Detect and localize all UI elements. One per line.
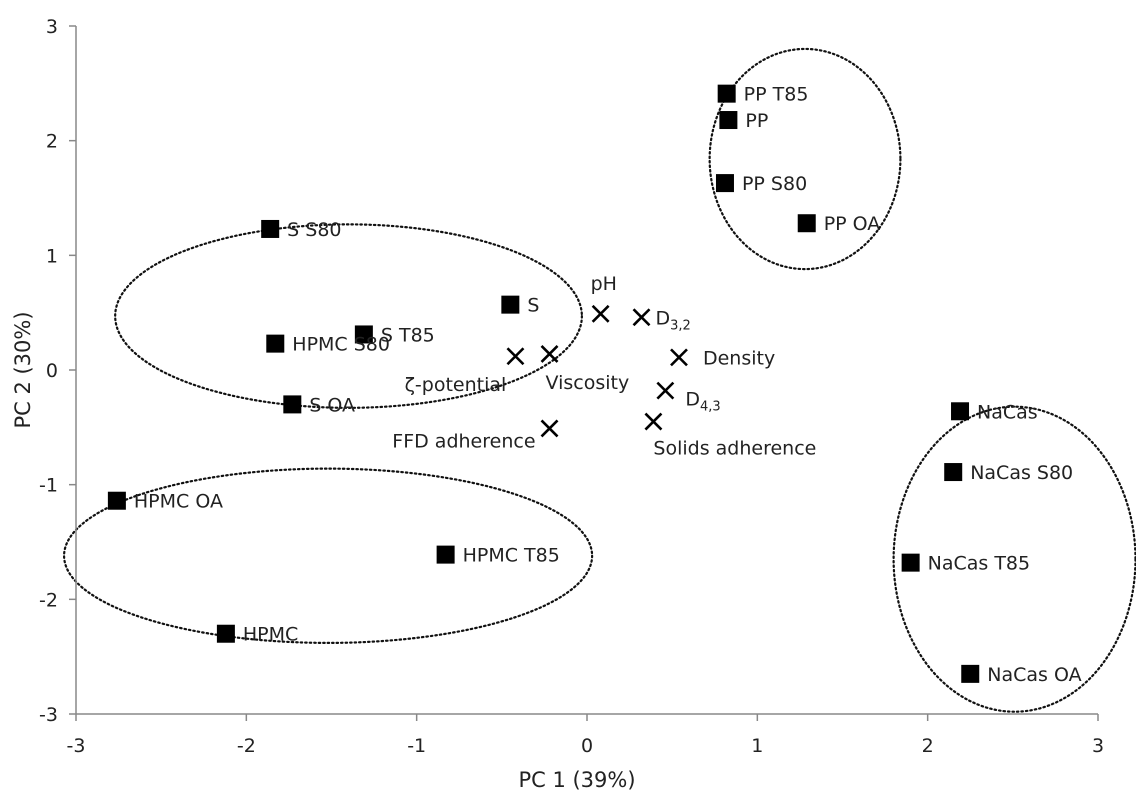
score-marker bbox=[951, 402, 970, 421]
x-tick-label: -2 bbox=[237, 735, 256, 757]
score-marker bbox=[715, 174, 734, 193]
score-marker bbox=[436, 545, 455, 564]
score-marker bbox=[944, 463, 963, 482]
score-label: NaCas OA bbox=[987, 664, 1081, 686]
x-tick-label: -1 bbox=[407, 735, 426, 757]
loading-label: Density bbox=[703, 347, 775, 369]
score-label: NaCas S80 bbox=[970, 462, 1073, 484]
loading-x-stroke bbox=[591, 304, 610, 323]
cluster-ellipse bbox=[62, 467, 594, 645]
x-tick-label: 3 bbox=[1092, 735, 1104, 757]
x-tick-label: 2 bbox=[922, 735, 934, 757]
y-tick-label: -2 bbox=[39, 589, 58, 611]
score-label: PP T85 bbox=[744, 84, 809, 106]
loading-marker bbox=[656, 381, 675, 400]
y-tick-label: 0 bbox=[46, 360, 58, 382]
loading-x-stroke bbox=[506, 347, 525, 366]
loading-label: D3,2 bbox=[656, 307, 691, 333]
loading-marker bbox=[540, 419, 559, 438]
score-marker bbox=[266, 334, 285, 353]
score-label: S T85 bbox=[381, 324, 435, 346]
y-tick-label: 2 bbox=[46, 131, 58, 153]
cluster-ellipse bbox=[892, 405, 1136, 713]
score-marker bbox=[961, 664, 980, 683]
loading-x-stroke bbox=[670, 348, 688, 367]
score-marker bbox=[797, 214, 816, 233]
score-label: HPMC S80 bbox=[292, 334, 390, 356]
x-tick-label: 0 bbox=[581, 735, 593, 757]
loading-markers: pH D3,2 Density ζ-potential Viscosity D4,3 Sol… bbox=[392, 273, 816, 460]
loading-x-stroke bbox=[540, 419, 559, 438]
score-label: NaCas T85 bbox=[928, 553, 1030, 575]
x-tick-label: -3 bbox=[67, 735, 86, 757]
score-marker bbox=[216, 624, 235, 643]
score-label: S bbox=[527, 295, 539, 317]
loading-x-stroke bbox=[656, 381, 675, 400]
loading-x-stroke bbox=[540, 345, 559, 363]
score-marker bbox=[261, 219, 280, 238]
score-label: NaCas bbox=[977, 401, 1038, 423]
loading-marker bbox=[591, 304, 610, 323]
loading-label: pH bbox=[591, 273, 617, 295]
score-marker bbox=[901, 553, 920, 572]
cluster-ellipse bbox=[708, 47, 902, 271]
loading-marker bbox=[632, 308, 651, 327]
loading-label: D4,3 bbox=[685, 389, 720, 415]
score-marker bbox=[354, 325, 373, 344]
score-marker bbox=[107, 491, 126, 510]
axis-ticks: -3 -2 -1 0 1 2 3 3 2 1 0 -1 -2 -3 bbox=[39, 16, 1104, 757]
loading-label-subscript: 3,2 bbox=[670, 318, 691, 333]
loading-marker bbox=[540, 345, 559, 363]
loading-label: FFD adherence bbox=[392, 430, 535, 452]
score-label: PP OA bbox=[824, 213, 881, 235]
score-marker bbox=[501, 295, 520, 314]
score-label: PP bbox=[745, 110, 768, 132]
cluster-ellipse bbox=[114, 223, 583, 409]
score-marker bbox=[719, 111, 738, 130]
loading-marker bbox=[644, 412, 663, 431]
score-label: HPMC bbox=[243, 624, 298, 646]
score-label: HPMC T85 bbox=[463, 545, 560, 567]
loading-marker bbox=[506, 347, 525, 366]
x-axis-title: PC 1 (39%) bbox=[518, 768, 635, 792]
loading-x-stroke bbox=[632, 308, 651, 327]
loading-label: ζ-potential bbox=[405, 374, 507, 396]
y-tick-label: -1 bbox=[39, 475, 58, 497]
loading-x-stroke bbox=[644, 412, 663, 431]
score-marker bbox=[717, 84, 736, 103]
loading-label: Viscosity bbox=[546, 372, 630, 394]
loading-marker bbox=[670, 348, 688, 367]
x-tick-label: 1 bbox=[751, 735, 763, 757]
y-tick-label: -3 bbox=[39, 704, 58, 726]
score-label: PP S80 bbox=[742, 173, 807, 195]
y-tick-label: 3 bbox=[46, 16, 58, 38]
axes bbox=[75, 26, 1098, 715]
score-label: S OA bbox=[309, 394, 355, 416]
cluster-outlines bbox=[62, 47, 1136, 713]
score-marker bbox=[283, 395, 302, 414]
loading-label-subscript: 4,3 bbox=[700, 400, 721, 415]
score-label: S S80 bbox=[287, 219, 341, 241]
y-axis-title: PC 2 (30%) bbox=[11, 311, 35, 428]
loading-label: Solids adherence bbox=[653, 438, 816, 460]
score-label: HPMC OA bbox=[134, 491, 223, 513]
y-tick-label: 1 bbox=[46, 245, 58, 267]
